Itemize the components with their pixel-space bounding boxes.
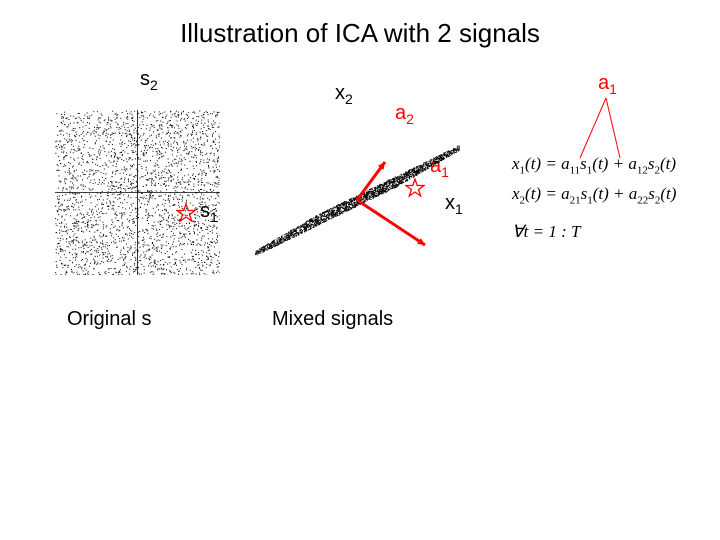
original-signals-plot xyxy=(55,110,220,275)
caption-original: Original s xyxy=(67,308,151,331)
page-title: Illustration of ICA with 2 signals xyxy=(0,18,720,49)
mixed-signals-plot xyxy=(255,115,460,285)
star-original-icon xyxy=(176,203,196,223)
equation-x1: x1(t) = a11s1(t) + a12s2(t) xyxy=(512,150,720,180)
label-s2: s2 xyxy=(140,68,158,93)
equation-x2: x2(t) = a21s1(t) + a22s2(t) xyxy=(512,180,720,210)
equation-forall: ∀t = 1 : T xyxy=(512,218,720,245)
caption-mixed: Mixed signals xyxy=(272,308,393,331)
ica-equations: x1(t) = a11s1(t) + a12s2(t) x2(t) = a21s… xyxy=(512,150,720,245)
label-x2: x2 xyxy=(335,82,353,107)
star-mixed-icon xyxy=(405,178,425,198)
